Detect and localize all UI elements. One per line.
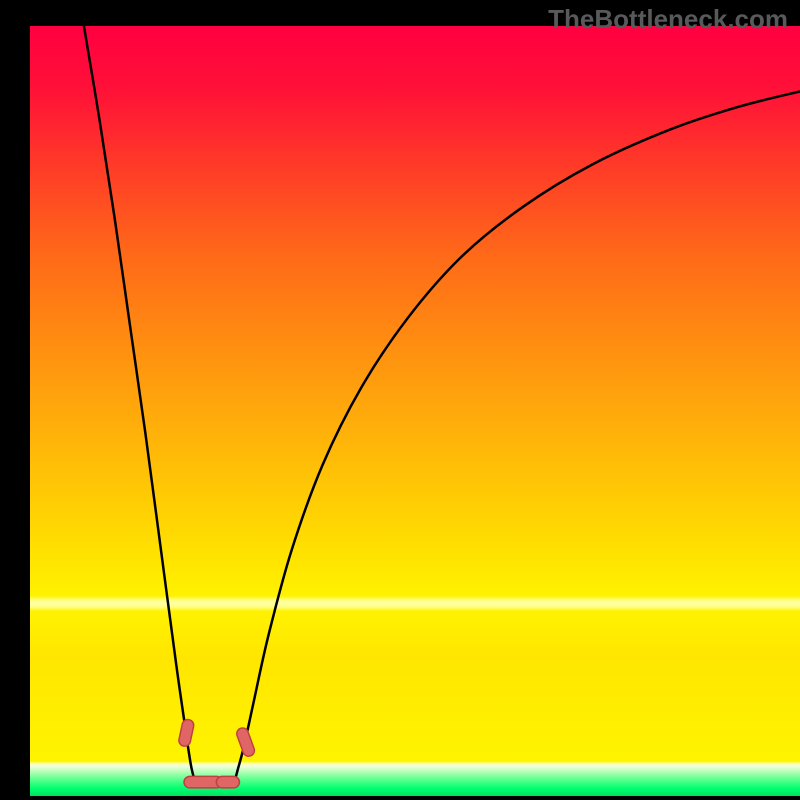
bottleneck-curve-chart (30, 26, 800, 796)
chart-container: TheBottleneck.com (0, 0, 800, 800)
chart-background (30, 26, 800, 796)
marker-capsule (216, 776, 239, 788)
watermark-text: TheBottleneck.com (548, 4, 788, 35)
